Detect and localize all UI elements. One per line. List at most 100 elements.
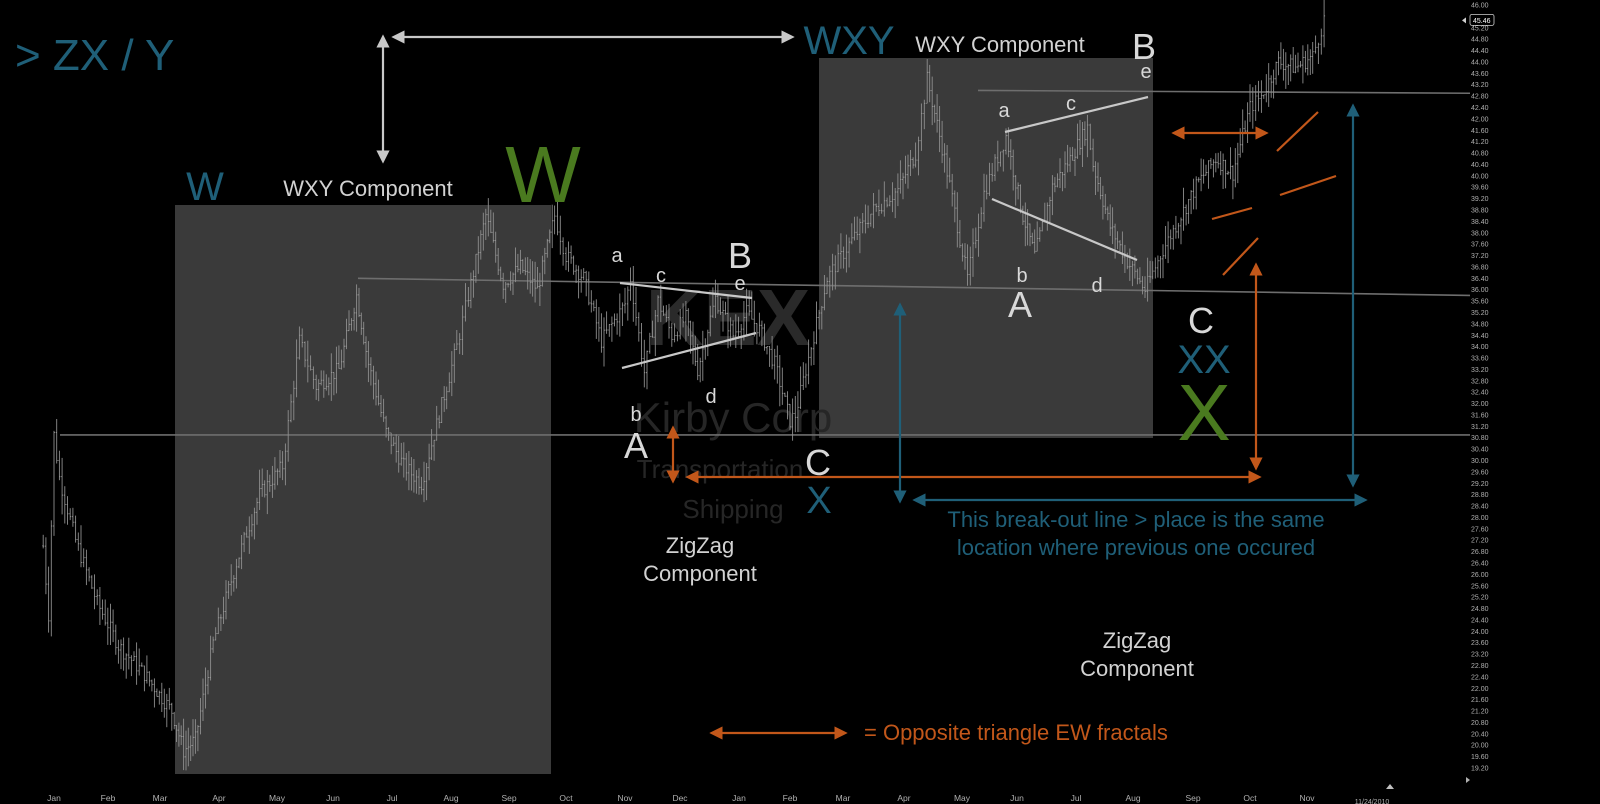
candle [392, 436, 395, 446]
candle [1101, 185, 1104, 220]
candle [948, 157, 951, 183]
candle [1229, 147, 1232, 180]
last-price-box [1469, 13, 1495, 26]
candle [719, 297, 722, 315]
candle [170, 702, 173, 731]
candle [1197, 177, 1200, 183]
candle [1190, 190, 1193, 215]
wave-c-1: C [805, 442, 831, 483]
candle [58, 450, 61, 481]
candle [709, 305, 712, 337]
candle [755, 322, 758, 345]
candle [985, 174, 988, 200]
candle [445, 386, 448, 410]
y-tick-label: 28.40 [1471, 504, 1489, 511]
candle [1270, 75, 1273, 98]
x-tick-label: May [954, 793, 971, 803]
candle [482, 212, 485, 251]
candle [1284, 52, 1287, 89]
candle [546, 238, 549, 258]
breakout-note-line-2: location where previous one occured [957, 535, 1315, 560]
candle [902, 172, 904, 200]
candle [1265, 74, 1268, 103]
ticker-title: > ZX / Y [15, 31, 174, 80]
y-tick-label: 32.80 [1471, 378, 1489, 385]
candle [1234, 148, 1237, 188]
candle [232, 575, 235, 592]
candle [1257, 80, 1260, 112]
candle [521, 259, 524, 273]
x-tick-label: Nov [1299, 793, 1315, 803]
candle [163, 688, 166, 718]
candle [458, 333, 461, 355]
x-tick-label: Dec [672, 793, 688, 803]
y-tick-label: 41.20 [1471, 139, 1489, 146]
candle [958, 220, 961, 248]
candle [1146, 257, 1149, 302]
candle [1121, 231, 1124, 264]
candle [1083, 121, 1086, 146]
candle [648, 332, 651, 354]
y-tick-label: 26.00 [1471, 572, 1489, 579]
candle [114, 624, 117, 655]
candle [778, 355, 781, 407]
candle [415, 470, 418, 494]
candle [758, 312, 761, 337]
candle [474, 253, 477, 283]
candle [1144, 276, 1146, 298]
candle [1111, 207, 1114, 245]
y-tick-label: 45.20 [1471, 25, 1489, 32]
x-tick-label: Oct [1243, 793, 1257, 803]
candle [994, 154, 996, 181]
y-tick-label: 32.00 [1471, 401, 1489, 408]
candle [238, 557, 240, 569]
candle [867, 205, 870, 229]
y-tick-label: 38.80 [1471, 208, 1489, 215]
candle [317, 379, 320, 402]
candle [130, 655, 133, 677]
candle [600, 313, 603, 353]
candle [369, 357, 372, 386]
candle [1195, 176, 1198, 210]
y-tick-label: 24.00 [1471, 629, 1489, 636]
candle [1174, 215, 1177, 239]
candle [443, 386, 446, 412]
candle [71, 507, 74, 527]
candle [1214, 153, 1217, 173]
subwave-c-2: c [1066, 93, 1076, 115]
candle [1064, 151, 1066, 189]
candle [837, 244, 840, 273]
candle [886, 197, 889, 208]
candle [624, 287, 626, 314]
candle [400, 442, 403, 466]
candle [148, 671, 151, 687]
candle [1177, 222, 1180, 239]
y-tick-label: 29.60 [1471, 469, 1489, 476]
candle [350, 318, 353, 331]
candle [883, 181, 886, 217]
candle [77, 532, 80, 551]
wxy-component-box-1 [175, 205, 551, 774]
candle [1279, 42, 1282, 70]
candle [823, 275, 826, 311]
candle [618, 293, 621, 337]
y-tick-label: 20.40 [1471, 731, 1489, 738]
wave-a-2: A [1008, 284, 1032, 325]
y-tick-label: 34.40 [1471, 333, 1489, 340]
candle [499, 266, 502, 282]
candle [696, 344, 699, 381]
candle [912, 157, 915, 169]
candle [360, 312, 363, 335]
candle [590, 290, 593, 313]
candle [1244, 120, 1247, 133]
candle [98, 587, 101, 625]
x-tick-label: Aug [443, 793, 458, 803]
candle [1038, 227, 1041, 242]
candle [856, 216, 859, 240]
candle [1076, 123, 1079, 159]
candle [168, 687, 171, 710]
candle [610, 316, 613, 342]
candle [217, 607, 220, 635]
candle [1131, 260, 1134, 287]
candle [85, 549, 88, 586]
